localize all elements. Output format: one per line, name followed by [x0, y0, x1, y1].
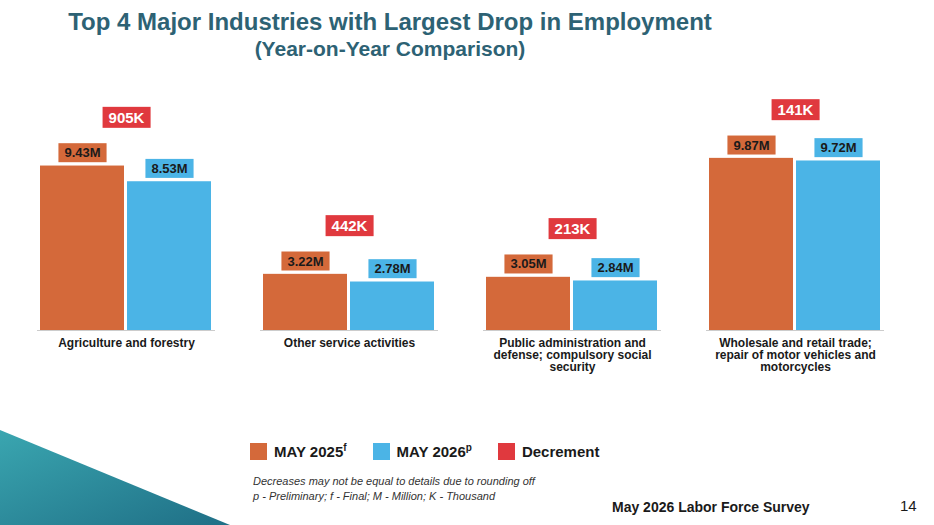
svg-text:2.84M: 2.84M — [597, 260, 633, 275]
svg-text:Wholesale and retail trade;rep: Wholesale and retail trade;repair of mot… — [715, 336, 876, 374]
svg-text:Agriculture and forestry: Agriculture and forestry — [58, 336, 195, 350]
html-text:MAY 2026p: MAY 2026p — [396, 442, 472, 460]
svg-text:9.43M: 9.43M — [64, 145, 100, 160]
svg-text:8.53M: 8.53M — [151, 161, 187, 176]
svg-text:9.87M: 9.87M — [733, 138, 769, 153]
svg-text:9.72M: 9.72M — [820, 140, 856, 155]
html-text:(Year-on-Year Comparison): (Year-on-Year Comparison) — [254, 37, 526, 60]
html-text:Top 4 Major Industries with La: Top 4 Major Industries with Largest Drop… — [68, 8, 712, 35]
html-text:p - Preliminary; f - Final; M: p - Preliminary; f - Final; M - Million;… — [253, 490, 496, 502]
html-text:MAY 2025f: MAY 2025f — [274, 442, 347, 460]
svg-text:442K: 442K — [332, 217, 368, 234]
svg-text:2.78M: 2.78M — [374, 261, 410, 276]
svg-text:905K: 905K — [109, 109, 145, 126]
svg-text:3.22M: 3.22M — [287, 254, 323, 269]
svg-text:3.05M: 3.05M — [510, 256, 546, 271]
html-text:Decrement: Decrement — [521, 442, 600, 460]
svg-text:141K: 141K — [778, 101, 814, 118]
html-text:Decreases may not be equal to: Decreases may not be equal to details du… — [253, 475, 535, 487]
html-text:May 2026 Labor Force Survey: May 2026 Labor Force Survey — [612, 499, 810, 515]
html-text:14: 14 — [900, 497, 917, 514]
svg-text:Other service activities: Other service activities — [284, 336, 416, 350]
svg-text:213K: 213K — [555, 220, 591, 237]
svg-text:Public administration anddefen: Public administration anddefense; compul… — [493, 336, 651, 374]
